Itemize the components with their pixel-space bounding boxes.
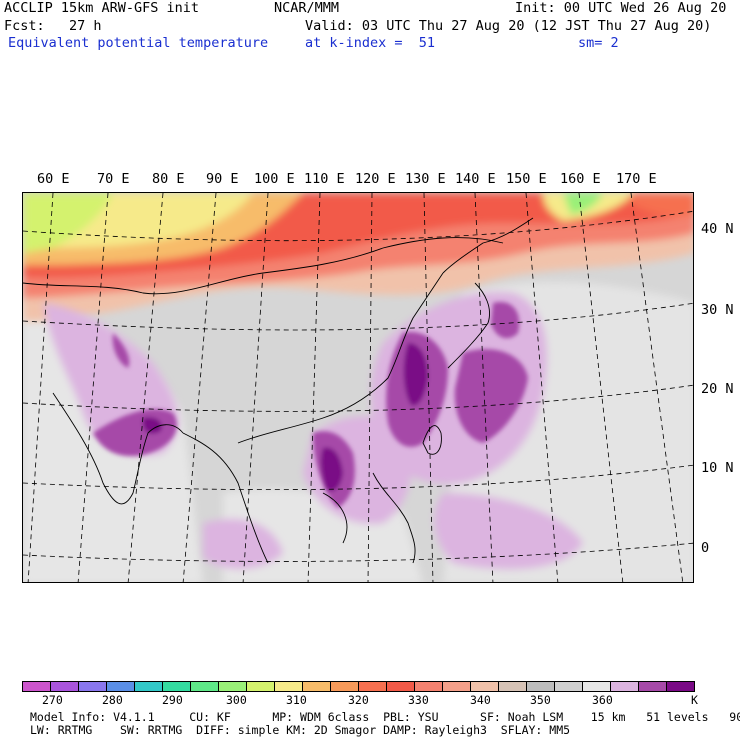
colorbar-swatch <box>583 682 611 691</box>
colorbar-swatch <box>51 682 79 691</box>
model-info-line1: Model Info: V4.1.1 CU: KF MP: WDM 6class… <box>30 710 740 724</box>
lat-label: 40 N <box>701 221 734 237</box>
colorbar-swatch <box>443 682 471 691</box>
lon-label: 110 E <box>304 171 345 187</box>
colorbar-swatch <box>247 682 275 691</box>
lon-label: 130 E <box>405 171 446 187</box>
colorbar-tick: 350 <box>530 693 551 707</box>
colorbar-swatch <box>639 682 667 691</box>
colorbar-swatch <box>555 682 583 691</box>
lon-label: 120 E <box>355 171 396 187</box>
colorbar-tick: 280 <box>102 693 123 707</box>
lon-label: 150 E <box>506 171 547 187</box>
lat-label: 30 N <box>701 302 734 318</box>
colorbar-tick: 340 <box>470 693 491 707</box>
colorbar-swatch <box>23 682 51 691</box>
colorbar <box>22 681 695 692</box>
graticule <box>23 193 693 582</box>
colorbar-tick: 330 <box>408 693 429 707</box>
lon-label: 90 E <box>206 171 239 187</box>
colorbar-swatch <box>387 682 415 691</box>
map-field <box>23 193 693 582</box>
colorbar-swatch <box>331 682 359 691</box>
field-purple <box>93 302 528 508</box>
coastlines <box>23 217 534 564</box>
forecast-hour: Fcst: 27 h <box>4 18 102 34</box>
colorbar-swatch <box>163 682 191 691</box>
lon-label: 70 E <box>97 171 130 187</box>
institution: NCAR/MMM <box>274 0 340 16</box>
smoothing: sm= 2 <box>578 35 619 51</box>
colorbar-swatch <box>667 682 694 691</box>
colorbar-tick: 310 <box>286 693 307 707</box>
lat-label: 20 N <box>701 381 734 397</box>
colorbar-swatch <box>79 682 107 691</box>
colorbar-unit: K <box>691 693 698 707</box>
colorbar-tick: 320 <box>348 693 369 707</box>
map-panel <box>22 192 694 583</box>
colorbar-swatch <box>499 682 527 691</box>
colorbar-swatch <box>611 682 639 691</box>
lon-label: 170 E <box>616 171 657 187</box>
colorbar-tick: 290 <box>162 693 183 707</box>
colorbar-swatch <box>471 682 499 691</box>
lat-label: 0 <box>701 540 710 556</box>
field-name: Equivalent potential temperature <box>8 35 269 51</box>
colorbar-swatch <box>107 682 135 691</box>
lon-label: 60 E <box>37 171 70 187</box>
colorbar-swatch <box>527 682 555 691</box>
colorbar-swatch <box>415 682 443 691</box>
lon-label: 100 E <box>254 171 295 187</box>
lon-label: 160 E <box>560 171 601 187</box>
colorbar-swatch <box>191 682 219 691</box>
lon-label: 140 E <box>455 171 496 187</box>
colorbar-swatch <box>275 682 303 691</box>
colorbar-swatch <box>135 682 163 691</box>
model-level: at k-index = 51 <box>305 35 436 51</box>
run-title: ACCLIP 15km ARW-GFS init <box>4 0 200 16</box>
colorbar-tick: 270 <box>42 693 63 707</box>
lat-label: 10 N <box>701 460 734 476</box>
colorbar-swatch <box>359 682 387 691</box>
colorbar-swatch <box>219 682 247 691</box>
init-time: Init: 00 UTC Wed 26 Aug 20 <box>515 0 727 16</box>
colorbar-tick: 300 <box>226 693 247 707</box>
valid-time: Valid: 03 UTC Thu 27 Aug 20 (12 JST Thu … <box>305 18 712 34</box>
lon-label: 80 E <box>152 171 185 187</box>
colorbar-swatch <box>303 682 331 691</box>
model-info-line2: LW: RRTMG SW: RRTMG DIFF: simple KM: 2D … <box>30 723 571 737</box>
colorbar-tick: 360 <box>592 693 613 707</box>
